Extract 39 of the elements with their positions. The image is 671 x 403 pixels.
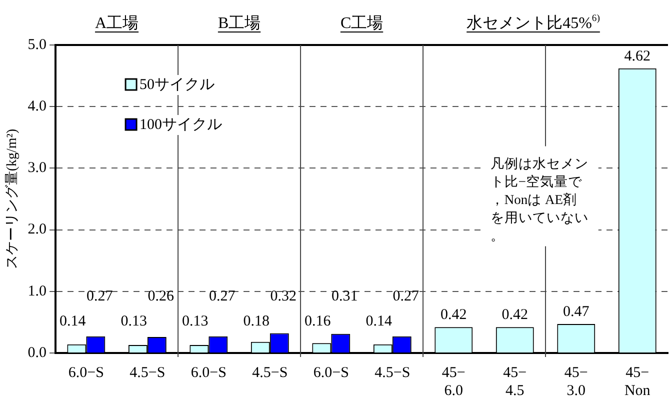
x-tick-label: 45− Non <box>624 364 651 399</box>
data-label: 0.16 <box>304 313 332 330</box>
x-tick-label: 4.5−S <box>130 364 166 381</box>
data-label: 0.18 <box>243 313 270 330</box>
legend-label: 100サイクル <box>140 116 222 133</box>
data-label: 0.14 <box>366 313 393 330</box>
y-tick-label: 4.0 <box>28 98 47 115</box>
data-label: 0.26 <box>148 288 175 305</box>
x-tick-label: 6.0−S <box>190 364 226 381</box>
y-tick-label: 2.0 <box>28 222 47 238</box>
data-label: 0.32 <box>270 288 297 305</box>
data-label: 0.27 <box>392 288 420 305</box>
data-label: 0.42 <box>440 307 467 324</box>
data-label: 0.14 <box>60 313 86 330</box>
y-tick-label: 5.0 <box>28 36 47 53</box>
y-tick-label: 1.0 <box>28 283 47 300</box>
data-label: 0.31 <box>332 288 358 305</box>
x-tick-label: 6.0−S <box>313 364 349 381</box>
data-label: 0.27 <box>209 288 236 305</box>
data-label: 0.47 <box>563 304 590 320</box>
text: C工場 <box>340 15 384 32</box>
text: A工場 <box>95 15 139 32</box>
x-tick-label: 45− 6.0 <box>442 364 466 399</box>
x-tick-label: 45− 4.5 <box>503 364 527 399</box>
x-tick-label: 6.0−S <box>68 364 104 381</box>
y-axis-title: スケーリング量(kg/m²) <box>5 128 20 270</box>
y-tick-label: 3.0 <box>28 160 47 176</box>
x-tick-label: 4.5−S <box>252 364 288 381</box>
data-label: 0.27 <box>86 288 114 305</box>
annotation: 凡例は水セメント比−空気量で，Nonは AE剤を用いていない。 <box>490 156 588 244</box>
text: B工場 <box>218 15 261 32</box>
x-tick-label: 45− 3.0 <box>564 364 588 399</box>
data-label: 4.62 <box>624 48 651 64</box>
legend-label: 50サイクル <box>140 76 215 93</box>
x-tick-label: 4.5−S <box>374 364 410 381</box>
data-label: 0.42 <box>502 307 528 324</box>
data-label: 0.13 <box>120 313 148 330</box>
y-tick-label: 0.0 <box>28 344 47 361</box>
data-label: 0.13 <box>182 313 208 330</box>
